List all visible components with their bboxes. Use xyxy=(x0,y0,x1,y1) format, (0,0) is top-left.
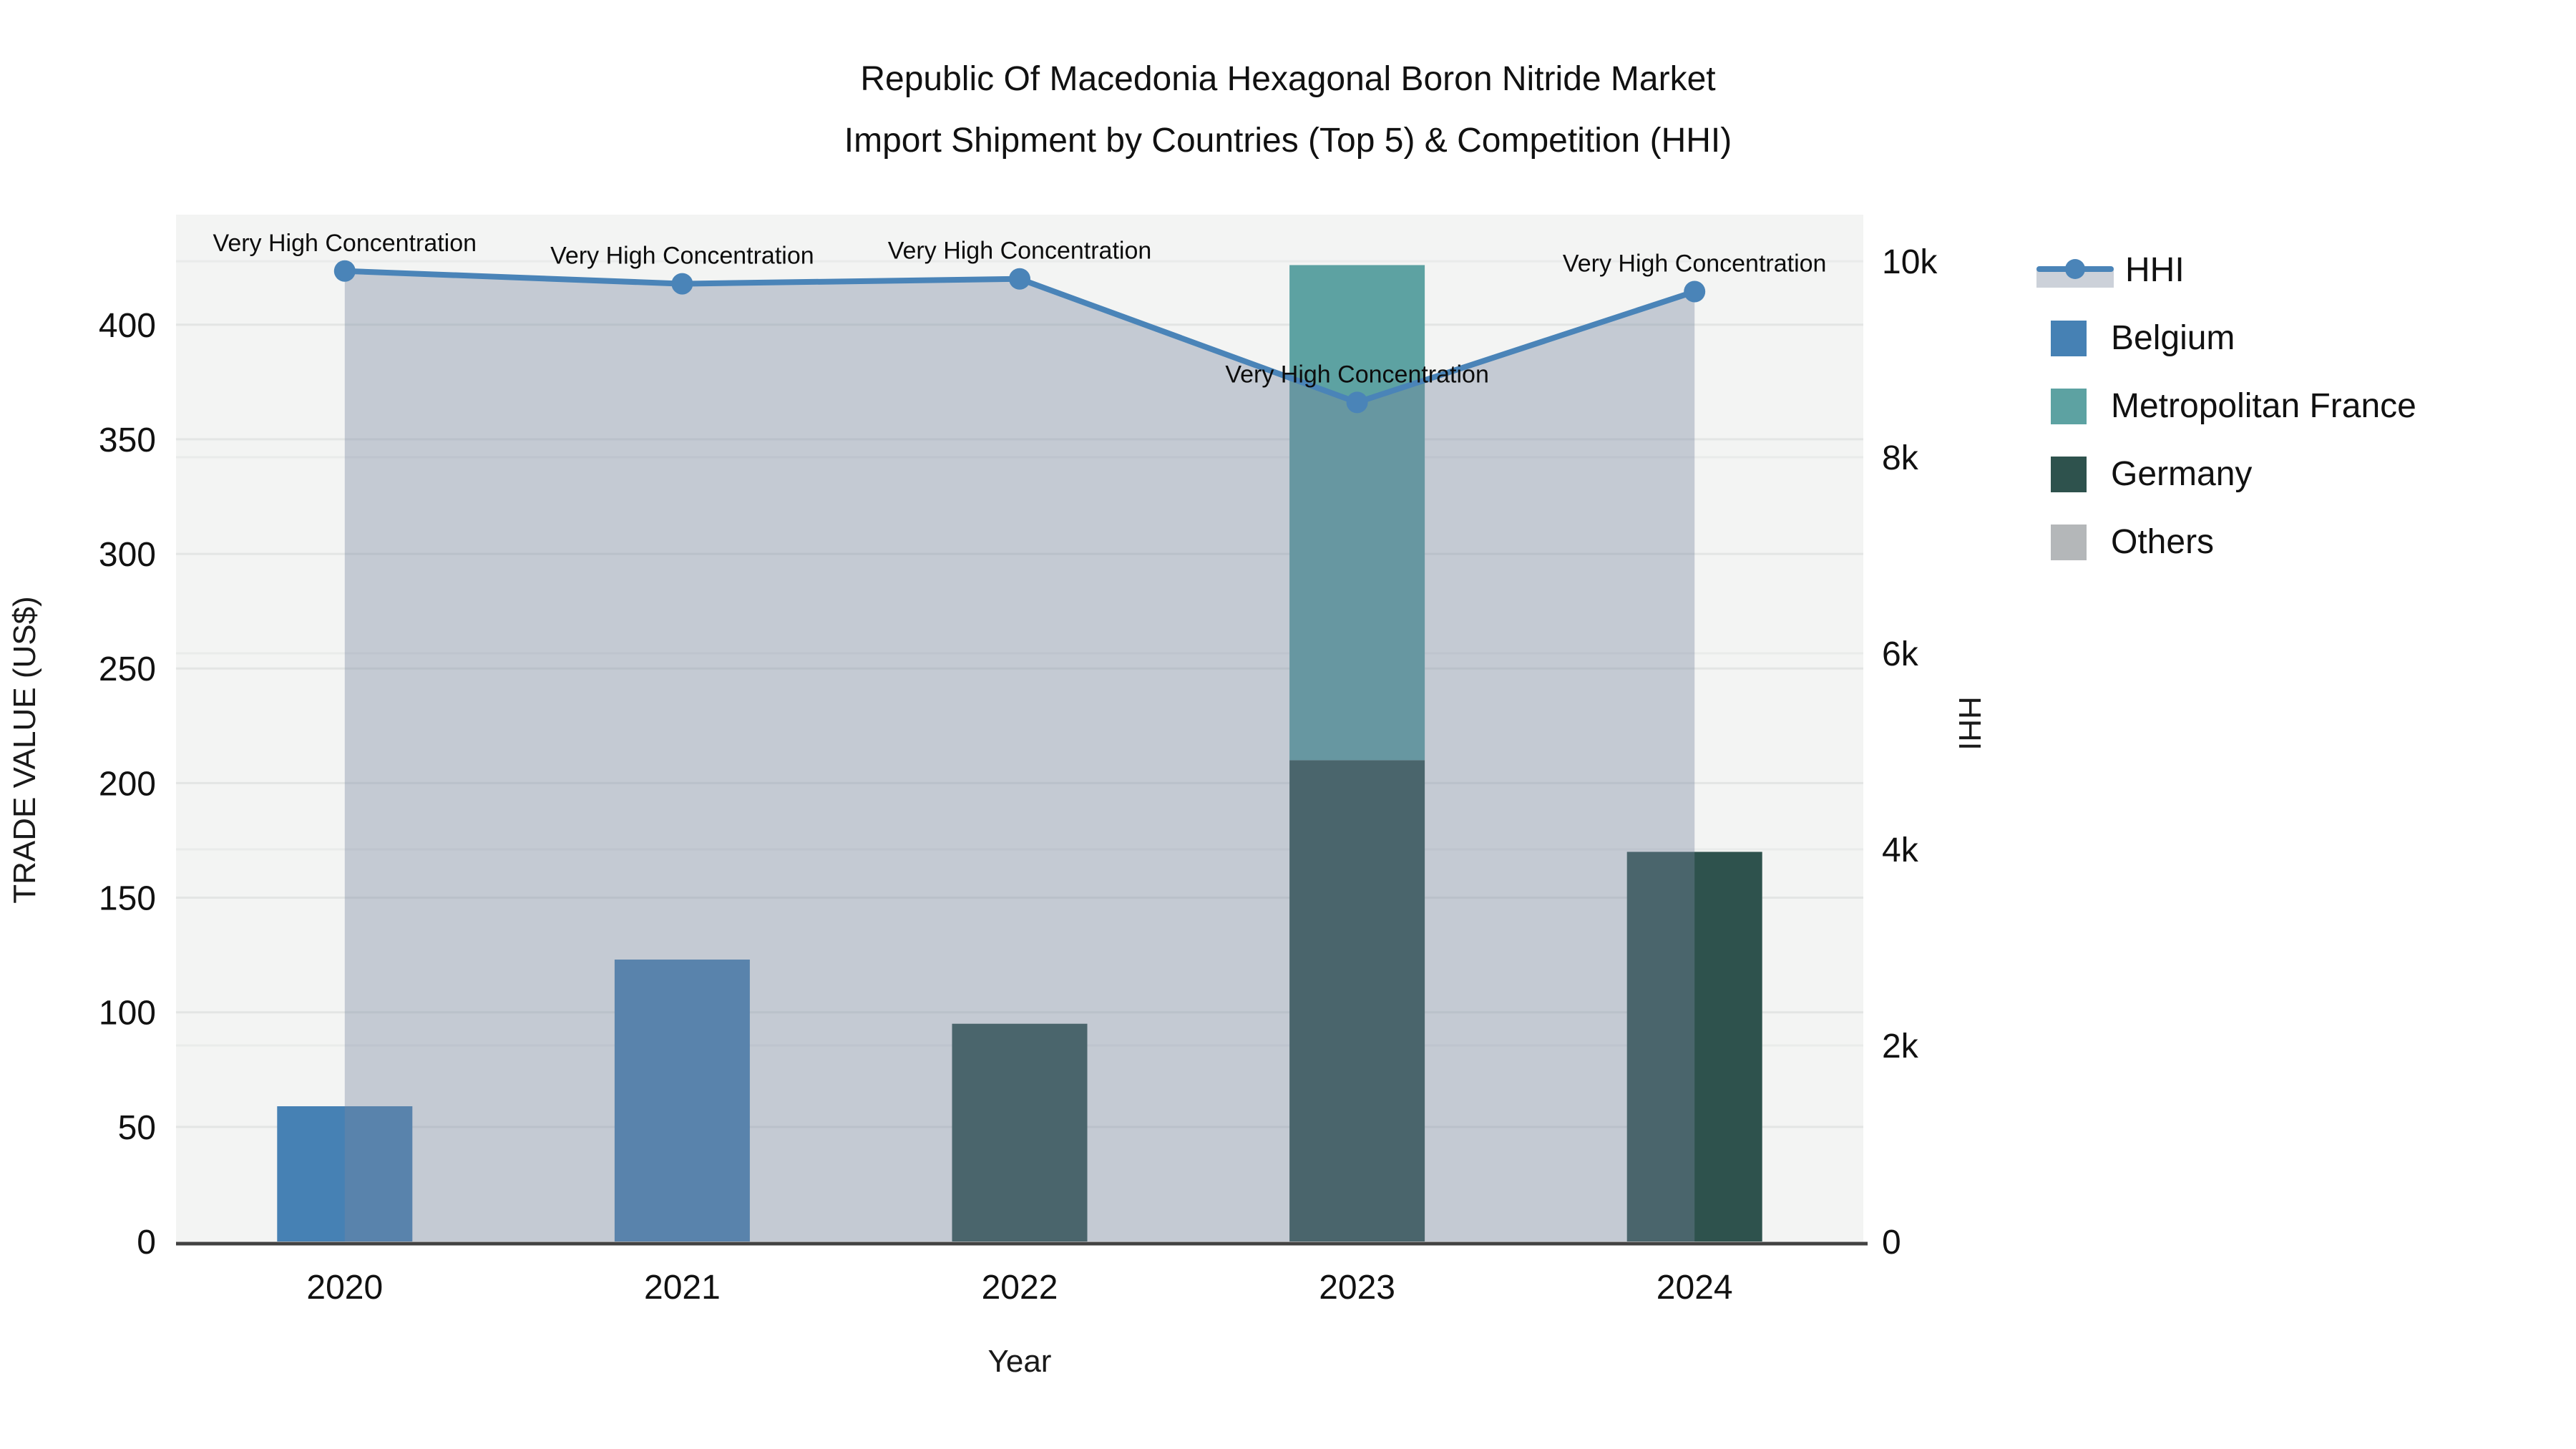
legend-color-swatch xyxy=(2051,388,2087,424)
legend-color-swatch xyxy=(2051,320,2087,356)
hhi-area-fill xyxy=(344,270,1695,1241)
hhi-marker-2021[interactable] xyxy=(671,273,693,295)
annotation-2024: Very High Concentration xyxy=(1563,250,1827,278)
legend-item-germany[interactable]: Germany xyxy=(2051,440,2416,508)
bar-germany-2024[interactable] xyxy=(1626,852,1762,1241)
y-tick-left-200: 200 xyxy=(99,765,156,803)
x-tick-2024: 2024 xyxy=(1657,1269,1733,1307)
bar-germany-2023[interactable] xyxy=(1289,760,1425,1241)
hhi-marker-2020[interactable] xyxy=(333,260,356,282)
y-tick-left-400: 400 xyxy=(99,307,156,345)
legend-item-hhi[interactable]: HHI xyxy=(2036,236,2416,304)
y-axis-title-right: HHI xyxy=(1952,696,1987,751)
y-tick-right-6k: 6k xyxy=(1882,635,1919,673)
hhi-marker-2024[interactable] xyxy=(1684,280,1706,303)
legend-color-swatch xyxy=(2051,456,2087,492)
y-tick-right-4k: 4k xyxy=(1882,831,1919,869)
y-tick-left-50: 50 xyxy=(118,1109,156,1147)
y-tick-left-150: 150 xyxy=(99,880,156,918)
x-tick-2020: 2020 xyxy=(306,1269,383,1307)
legend-item-metropolitan-france[interactable]: Metropolitan France xyxy=(2051,372,2416,440)
legend-label: Metropolitan France xyxy=(2111,387,2416,425)
annotation-2021: Very High Concentration xyxy=(550,243,814,270)
y-tick-left-250: 250 xyxy=(99,650,156,688)
y-tick-right-8k: 8k xyxy=(1882,439,1919,477)
bar-metropolitan-france-2023[interactable] xyxy=(1289,265,1425,761)
legend-label: Germany xyxy=(2111,455,2253,493)
y-tick-right-0: 0 xyxy=(1882,1224,1901,1262)
y-axis-title-left: TRADE VALUE (US$) xyxy=(7,596,42,904)
hhi-marker-2022[interactable] xyxy=(1009,268,1030,290)
bar-belgium-2021[interactable] xyxy=(614,960,750,1241)
x-tick-2021: 2021 xyxy=(644,1269,721,1307)
x-tick-2022: 2022 xyxy=(982,1269,1058,1307)
y-tick-left-300: 300 xyxy=(99,536,156,574)
bar-belgium-2020[interactable] xyxy=(277,1106,413,1241)
legend: HHI Belgium Metropolitan France Germany Othe… xyxy=(2036,236,2416,576)
y-tick-left-350: 350 xyxy=(99,421,156,459)
legend-label: Belgium xyxy=(2111,319,2235,357)
chart-title-line1: Republic Of Macedonia Hexagonal Boron Ni… xyxy=(860,60,1716,98)
chart-title-line2: Import Shipment by Countries (Top 5) & C… xyxy=(844,122,1732,160)
y-tick-right-2k: 2k xyxy=(1882,1028,1919,1065)
annotation-2020: Very High Concentration xyxy=(213,230,477,257)
annotation-2022: Very High Concentration xyxy=(888,238,1152,265)
legend-line-marker-icon xyxy=(2036,250,2114,291)
legend-item-others[interactable]: Others xyxy=(2051,508,2416,576)
legend-label: HHI xyxy=(2125,251,2185,289)
chart-title: Republic Of Macedonia Hexagonal Boron Ni… xyxy=(0,49,2576,172)
legend-color-swatch xyxy=(2051,524,2087,560)
y-tick-left-100: 100 xyxy=(99,995,156,1033)
y-tick-left-0: 0 xyxy=(137,1224,156,1262)
hhi-marker-2023[interactable] xyxy=(1346,391,1368,414)
bar-germany-2022[interactable] xyxy=(952,1023,1088,1241)
x-tick-2023: 2023 xyxy=(1319,1269,1395,1307)
x-axis-title: Year xyxy=(987,1344,1052,1379)
annotation-2023: Very High Concentration xyxy=(1225,361,1489,388)
y-tick-right-10k: 10k xyxy=(1882,243,1938,281)
legend-label: Others xyxy=(2111,523,2215,561)
legend-item-belgium[interactable]: Belgium xyxy=(2051,304,2416,372)
